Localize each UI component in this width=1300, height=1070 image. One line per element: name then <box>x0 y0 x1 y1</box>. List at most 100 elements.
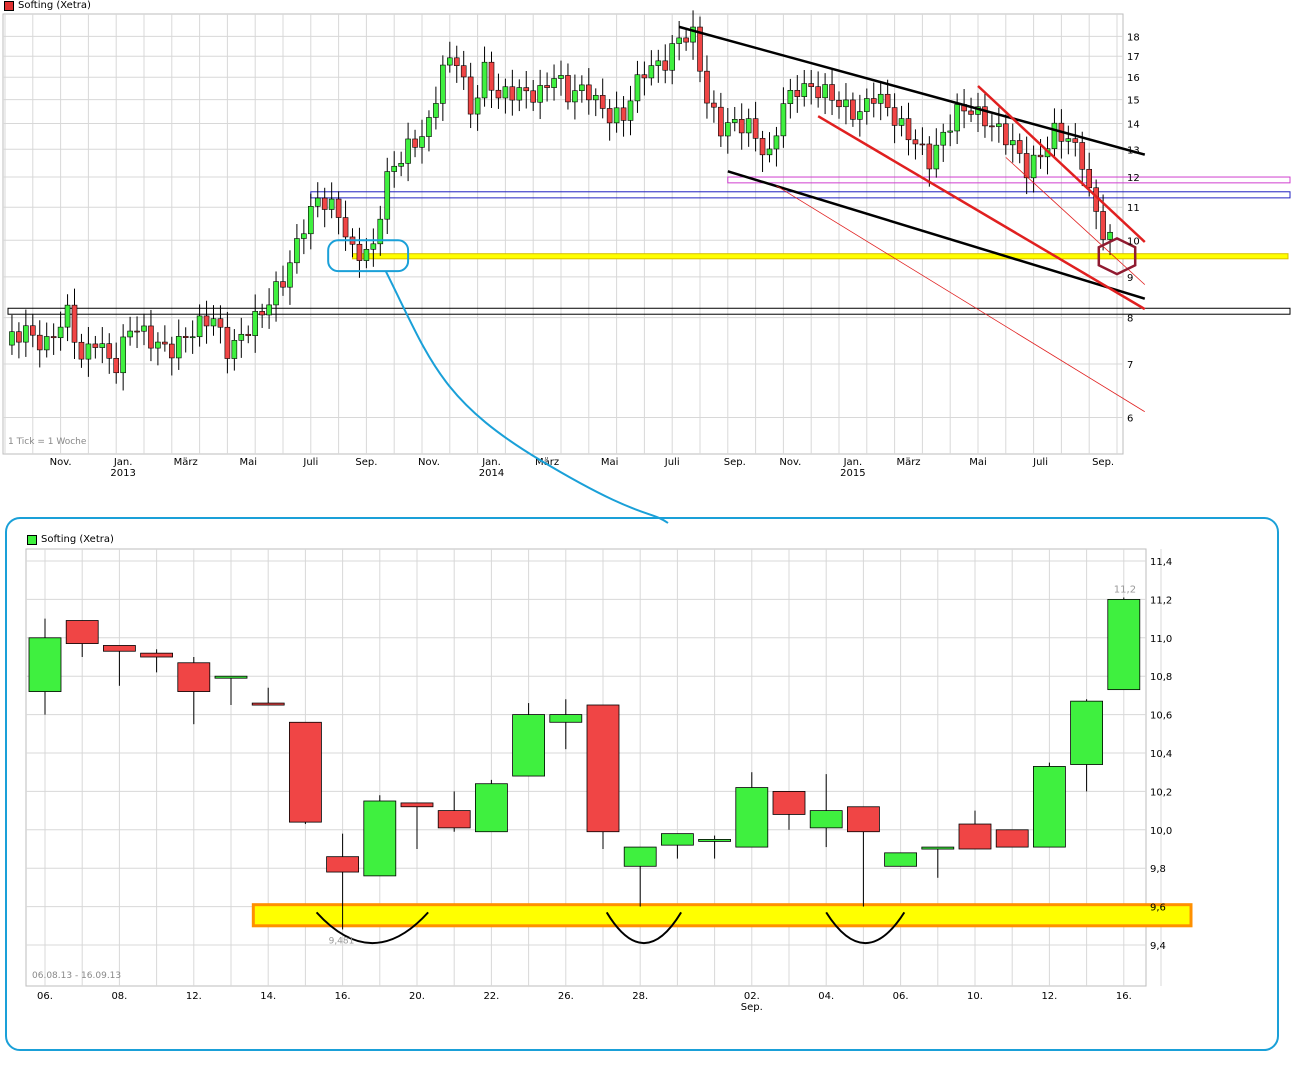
weekly-x-tick-label: Juli <box>1032 457 1048 468</box>
weekly-candle-body <box>662 60 669 71</box>
weekly-candle-body <box>565 75 571 103</box>
weekly-candle-body <box>301 233 307 239</box>
weekly-candle-body <box>50 336 57 339</box>
weekly-candle-body <box>676 37 682 44</box>
weekly-candle-body <box>1009 140 1016 146</box>
weekly-y-ticks: 6 7 8 9 10 11 12 13 14 15 16 17 18 <box>1127 32 1140 424</box>
daily-y-tick-label: 11,2 <box>1150 595 1172 606</box>
weekly-candle-body <box>857 111 863 120</box>
weekly-candle-body <box>294 238 300 264</box>
weekly-candle-body <box>189 336 196 339</box>
weekly-candle-body <box>328 198 335 210</box>
daily-candle-body <box>214 675 248 679</box>
weekly-candle-body <box>134 330 140 333</box>
weekly-candle-body <box>287 262 293 288</box>
daily-x-tick-label: 12. <box>1041 991 1057 1002</box>
daily-candle-body <box>549 714 583 723</box>
weekly-candle-body <box>634 74 641 102</box>
weekly-candle-body <box>9 331 15 346</box>
weekly-candle-body <box>1002 123 1009 146</box>
bounce-arc <box>605 911 682 944</box>
weekly-x-tick-label: Mai <box>601 457 619 468</box>
weekly-hexagon-marker <box>1097 237 1137 276</box>
weekly-callout-ellipse <box>327 239 410 273</box>
daily-x-tick-label: 02. <box>744 991 760 1002</box>
daily-y-tick-label: 11,0 <box>1150 634 1172 645</box>
daily-candle-body <box>958 823 992 850</box>
weekly-y-tick-label: 15 <box>1127 96 1140 107</box>
weekly-x-tick-label: Jan. <box>113 457 133 468</box>
weekly-candle-body <box>1023 153 1030 179</box>
weekly-candle-body <box>217 318 224 328</box>
weekly-candle-body <box>1051 122 1058 149</box>
weekly-candle-body <box>148 325 154 349</box>
weekly-candle-body <box>690 26 696 43</box>
weekly-y-tick-label: 6 <box>1127 413 1133 424</box>
weekly-candle-body <box>933 144 940 170</box>
weekly-candle-body <box>446 57 453 66</box>
weekly-x-tick-label: Nov. <box>418 457 440 468</box>
weekly-candle-body <box>697 26 703 72</box>
daily-candle-body <box>735 787 769 848</box>
daily-candle-body <box>921 846 955 850</box>
weekly-candle-body <box>127 330 133 338</box>
weekly-candle-body <box>731 119 738 123</box>
weekly-y-tick-label: 12 <box>1127 173 1140 184</box>
zoom-connector <box>384 270 669 524</box>
weekly-candle-body <box>85 343 92 360</box>
weekly-magenta-level-box <box>727 176 1291 184</box>
weekly-candle-body <box>162 341 168 345</box>
weekly-candle-body <box>419 136 425 148</box>
weekly-candle-body <box>57 326 64 339</box>
weekly-candle-body <box>113 357 119 374</box>
weekly-candle-body <box>544 85 550 88</box>
daily-y-tick-label: 10,2 <box>1150 787 1172 798</box>
daily-candle-body <box>884 852 917 867</box>
weekly-candle-body <box>78 341 85 360</box>
weekly-candle-body <box>572 90 578 103</box>
daily-candle-body <box>251 702 285 706</box>
daily-candle-body <box>103 645 136 652</box>
daily-x-tick-label: 06. <box>893 991 909 1002</box>
weekly-x-tick-year: 2015 <box>840 468 865 479</box>
weekly-x-tick-label: Jan. <box>843 457 863 468</box>
date-range-label: 06.08.13 - 16.09.13 <box>32 971 122 981</box>
weekly-candle-body <box>43 336 50 351</box>
weekly-candle-body <box>488 61 495 91</box>
daily-candle-body <box>847 806 880 833</box>
weekly-candle-body <box>1086 168 1092 189</box>
weekly-candle-body <box>238 333 245 341</box>
weekly-candle-body <box>759 138 766 156</box>
weekly-candle-body <box>384 171 391 220</box>
weekly-x-tick-label: März <box>896 457 920 468</box>
weekly-red-thin-line <box>1005 157 1146 285</box>
weekly-candle-body <box>259 311 265 316</box>
weekly-candle-body <box>440 64 446 104</box>
daily-x-ticks: 06. 08. 12. 14. 16. 20. 22. 26. 28. 02.Sep. 04. 06.… <box>37 991 1132 1013</box>
daily-x-tick-label: 22. <box>483 991 499 1002</box>
daily-candle-body <box>177 662 211 692</box>
weekly-candle-body <box>196 315 203 338</box>
weekly-candle-body <box>175 336 182 359</box>
weekly-candle-body <box>307 206 314 235</box>
weekly-candle-body <box>273 281 279 306</box>
weekly-candles <box>9 10 1113 391</box>
weekly-candle-body <box>655 60 662 66</box>
daily-x-tick-label: 08. <box>111 991 127 1002</box>
bounce-arc <box>825 911 906 945</box>
weekly-y-tick-label: 16 <box>1127 73 1140 84</box>
zoom-panel-frame <box>5 517 1279 1051</box>
weekly-candle-body <box>169 343 175 359</box>
weekly-candle-body <box>711 102 717 108</box>
weekly-candle-body <box>905 118 912 141</box>
weekly-candle-body <box>704 70 710 104</box>
daily-y-tick-label: 10,6 <box>1150 711 1172 722</box>
weekly-y-tick-label: 8 <box>1127 314 1133 325</box>
weekly-y-tick-label: 13 <box>1127 145 1140 156</box>
weekly-candle-body <box>613 107 620 124</box>
daily-y-tick-label: 9,4 <box>1150 941 1166 952</box>
weekly-x-tick-label: Sep. <box>724 457 746 468</box>
weekly-candle-body <box>23 325 29 343</box>
weekly-candle-body <box>467 76 474 115</box>
